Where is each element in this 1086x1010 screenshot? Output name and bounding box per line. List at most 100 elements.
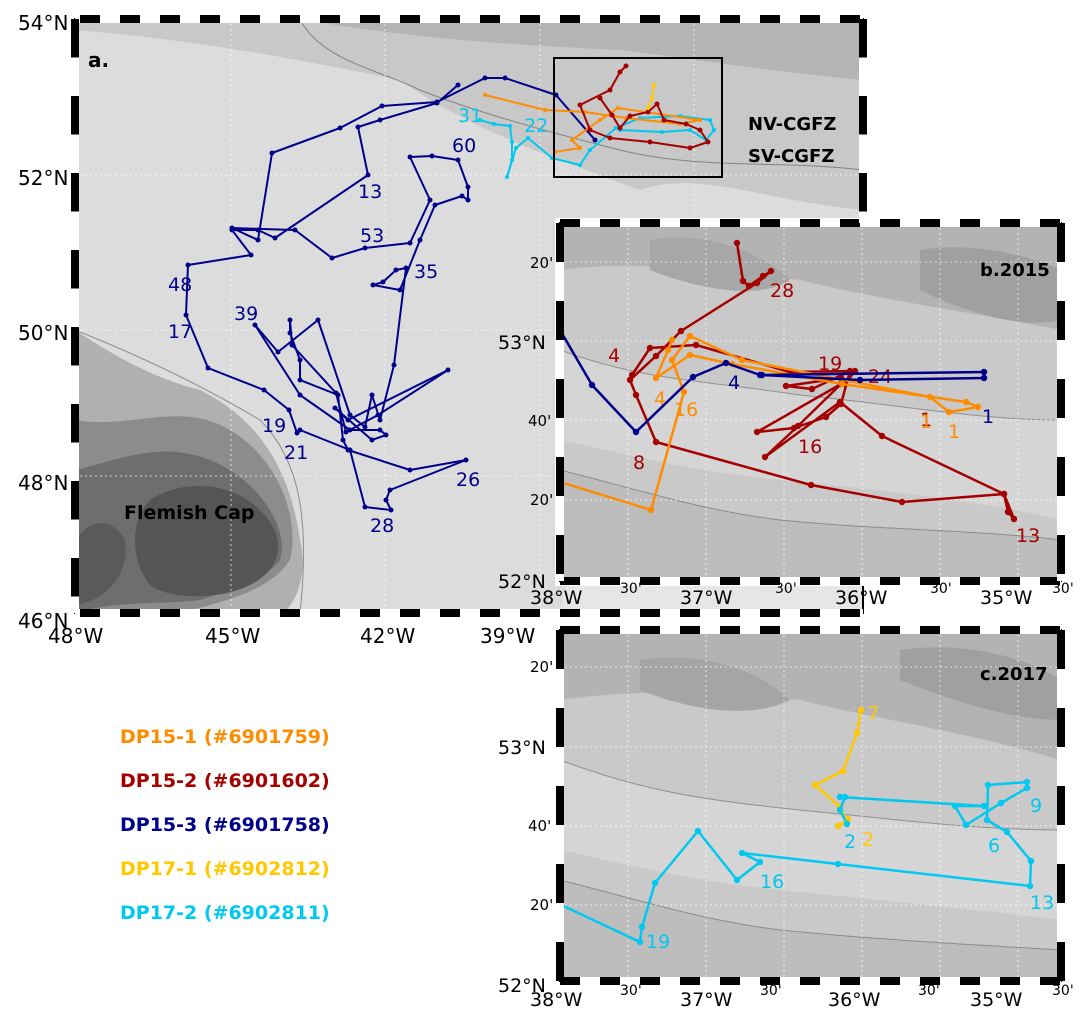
track-dp15-2-a <box>577 63 711 151</box>
track-point <box>654 101 660 107</box>
track-point <box>387 487 393 493</box>
track-point <box>857 706 865 714</box>
track-day-label: 60 <box>452 135 476 157</box>
frame-segment <box>1057 669 1065 708</box>
track-point <box>843 820 851 828</box>
track-point <box>297 357 303 363</box>
track-point <box>543 108 547 112</box>
track-point <box>365 172 371 178</box>
x-tick: 42°W <box>360 624 415 648</box>
x-tick: 39°W <box>480 624 535 648</box>
x-tick: 30' <box>918 983 940 999</box>
track-dp17-2-c: 2 16 6 9 13 19 <box>560 778 1054 953</box>
frame-segment <box>71 288 79 327</box>
x-tick: 30' <box>620 581 642 597</box>
track-point <box>733 876 741 884</box>
y-tick: 46°N <box>18 609 68 633</box>
frame-segment <box>1057 340 1065 379</box>
track-day-label: 16 <box>674 399 698 421</box>
track-point <box>272 235 278 241</box>
track-point <box>945 408 953 416</box>
track-point <box>664 346 672 354</box>
track-day-label: 8 <box>633 452 645 474</box>
track-day-label: 7 <box>867 703 879 725</box>
track-dp15-3-a: 13 53 35 48 17 39 19 21 26 28 60 <box>168 75 598 537</box>
track-point <box>275 349 281 355</box>
x-tick: 30' <box>760 983 782 999</box>
track-point <box>343 429 349 435</box>
track-point <box>287 317 293 323</box>
y-tick: 54°N <box>18 11 68 35</box>
frame-segment <box>1057 630 1065 669</box>
track-point <box>698 118 702 122</box>
track-line <box>560 334 980 512</box>
frame-segment <box>556 535 564 574</box>
track-point <box>683 121 689 127</box>
track-dp15-3-b: 41 <box>560 326 994 436</box>
y-tick: 20' <box>530 658 553 676</box>
frame-segment <box>1057 786 1065 825</box>
track-point <box>1027 857 1035 865</box>
track-point <box>432 202 438 208</box>
track-point <box>297 377 303 383</box>
track-point <box>445 367 451 373</box>
track-point <box>878 432 886 440</box>
track-point <box>837 400 845 408</box>
y-tick: 20' <box>530 254 553 272</box>
track-dp17-1-a <box>646 83 656 110</box>
track-point <box>617 125 623 131</box>
track-point <box>652 83 656 87</box>
track-point <box>510 140 514 144</box>
frame-segment <box>859 211 867 223</box>
track-point <box>570 138 574 142</box>
track-point <box>375 412 381 418</box>
frame-segment <box>71 481 79 520</box>
track-point <box>287 330 293 336</box>
track-point <box>510 158 514 162</box>
frame-segment <box>859 134 867 173</box>
track-point <box>483 93 487 97</box>
y-tick: 40' <box>528 817 551 835</box>
track-point <box>632 428 640 436</box>
track-point <box>680 388 688 396</box>
track-point <box>369 392 375 398</box>
frame-segment <box>1057 457 1065 496</box>
track-point <box>677 327 685 335</box>
track-point <box>1004 508 1012 516</box>
flemish-cap-label: Flemish Cap <box>124 502 255 524</box>
frame-segment <box>71 519 79 558</box>
frame-segment <box>71 558 79 597</box>
track-point <box>974 403 982 411</box>
x-tick: 36°W <box>828 989 881 1010</box>
track-point <box>269 150 275 156</box>
track-point <box>807 481 815 489</box>
track-day-label: 13 <box>1016 525 1040 547</box>
frame-segment <box>859 173 867 212</box>
track-point <box>347 447 353 453</box>
track-point <box>722 359 730 367</box>
track-point <box>694 827 702 835</box>
track-point <box>502 75 508 81</box>
track-point <box>261 387 267 393</box>
track-point <box>962 821 970 829</box>
track-point <box>335 392 341 398</box>
track-point <box>578 163 582 167</box>
frame-segment <box>1057 496 1065 535</box>
track-point <box>482 75 488 81</box>
track-point <box>455 157 461 163</box>
track-point <box>255 237 261 243</box>
frame-segment <box>556 379 564 418</box>
x-tick: 35°W <box>980 587 1033 609</box>
frame-segment <box>556 340 564 379</box>
track-line <box>185 77 596 511</box>
track-point <box>362 504 368 510</box>
track-day-label: 28 <box>770 280 794 302</box>
frame-segment <box>71 57 79 96</box>
track-point <box>822 413 830 421</box>
track-point <box>505 175 509 179</box>
track-point <box>514 146 518 150</box>
track-point <box>592 137 598 143</box>
track-point <box>391 362 397 368</box>
